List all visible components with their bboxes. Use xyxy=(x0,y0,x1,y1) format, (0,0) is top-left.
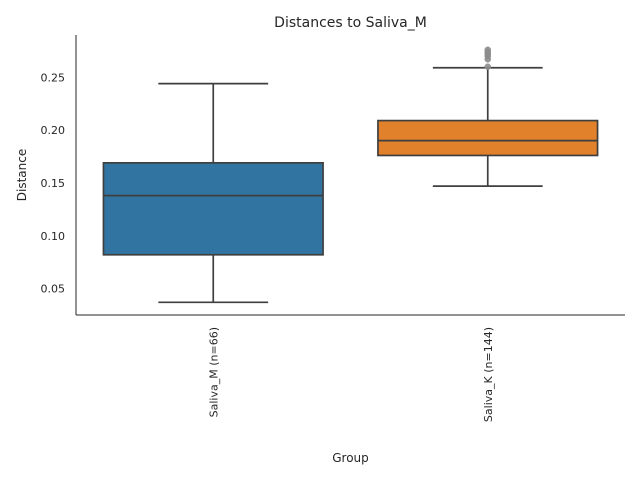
y-tick-label: 0.05 xyxy=(41,283,66,296)
x-axis-label: Group xyxy=(332,451,369,465)
chart-title: Distances to Saliva_M xyxy=(274,15,427,31)
x-axis: Saliva_M (n=66) Saliva_K (n=144) xyxy=(76,314,625,422)
outlier-point xyxy=(484,63,491,70)
y-axis-label: Distance xyxy=(15,149,29,201)
box-iqr xyxy=(377,119,599,157)
box-group xyxy=(102,82,324,304)
y-tick-label: 0.20 xyxy=(41,124,66,137)
y-axis: 0.05 0.10 0.15 0.20 0.25 xyxy=(41,35,77,315)
x-tick-label: Saliva_K (n=144) xyxy=(482,327,495,422)
y-tick-label: 0.25 xyxy=(41,71,66,84)
box-iqr xyxy=(102,161,324,256)
outlier-point xyxy=(484,46,491,54)
box-group xyxy=(377,46,599,187)
plot-area xyxy=(102,46,599,304)
y-tick-label: 0.10 xyxy=(41,230,66,243)
y-tick-label: 0.15 xyxy=(41,177,66,190)
x-tick-label: Saliva_M (n=66) xyxy=(207,327,220,417)
